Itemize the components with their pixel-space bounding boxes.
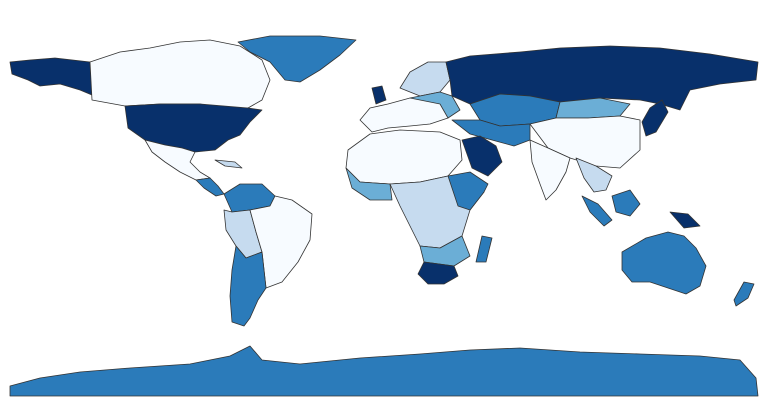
- south-africa: [417, 261, 459, 285]
- mongolia: [555, 97, 631, 119]
- greenland: [237, 35, 357, 83]
- australia: [621, 231, 707, 295]
- cuba: [214, 159, 243, 169]
- uk: [371, 85, 387, 105]
- new-zealand: [733, 281, 755, 307]
- usa: [124, 103, 263, 153]
- east-africa: [447, 171, 489, 211]
- central-america: [195, 177, 225, 197]
- japan-korea: [641, 99, 669, 137]
- borneo-sulawesi: [611, 189, 641, 217]
- canada: [89, 39, 271, 109]
- madagascar: [475, 235, 493, 263]
- india: [529, 139, 571, 201]
- alaska: [9, 57, 93, 96]
- southeast-asia: [575, 157, 613, 193]
- north-africa: [345, 129, 463, 185]
- west-africa: [345, 167, 393, 201]
- regions: [9, 35, 759, 397]
- brazil: [249, 195, 313, 289]
- saudi-arabia: [461, 135, 503, 177]
- antarctica: [9, 345, 759, 397]
- argentina: [229, 245, 267, 327]
- scandinavia: [399, 61, 451, 97]
- papua: [669, 211, 701, 229]
- indonesia: [581, 195, 613, 227]
- mexico: [144, 139, 211, 181]
- eastern-europe: [409, 91, 461, 119]
